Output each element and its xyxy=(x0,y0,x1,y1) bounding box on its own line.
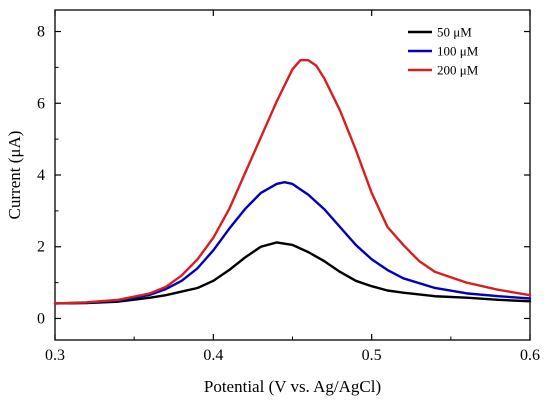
y-axis-label: Current (μA) xyxy=(5,131,24,220)
y-tick-label: 8 xyxy=(37,24,45,41)
legend-label-2: 100 μM xyxy=(437,44,479,59)
y-tick-label: 4 xyxy=(37,167,45,184)
x-tick-label: 0.4 xyxy=(203,347,223,364)
legend-label-3: 200 μM xyxy=(437,63,479,78)
x-tick-label: 0.5 xyxy=(362,347,382,364)
y-tick-label: 2 xyxy=(37,239,45,256)
x-axis-label: Potential (V vs. Ag/AgCl) xyxy=(204,377,381,396)
series-line-1 xyxy=(53,241,532,305)
x-axis-ticks: 0.3 0.4 0.5 0.6 xyxy=(45,10,540,364)
y-tick-label: 6 xyxy=(37,95,45,112)
x-tick-label: 0.3 xyxy=(45,347,65,364)
plot-frame xyxy=(54,9,531,341)
y-tick-label: 0 xyxy=(37,310,45,327)
y-axis-ticks: 0 2 4 6 8 xyxy=(37,24,530,327)
legend-label-1: 50 μM xyxy=(437,25,472,40)
legend: 50 μM 100 μM 200 μM xyxy=(408,25,479,78)
x-tick-label: 0.6 xyxy=(520,347,540,364)
series-line-3 xyxy=(53,59,532,305)
series-layer xyxy=(53,59,532,305)
series-line-2 xyxy=(53,180,532,305)
